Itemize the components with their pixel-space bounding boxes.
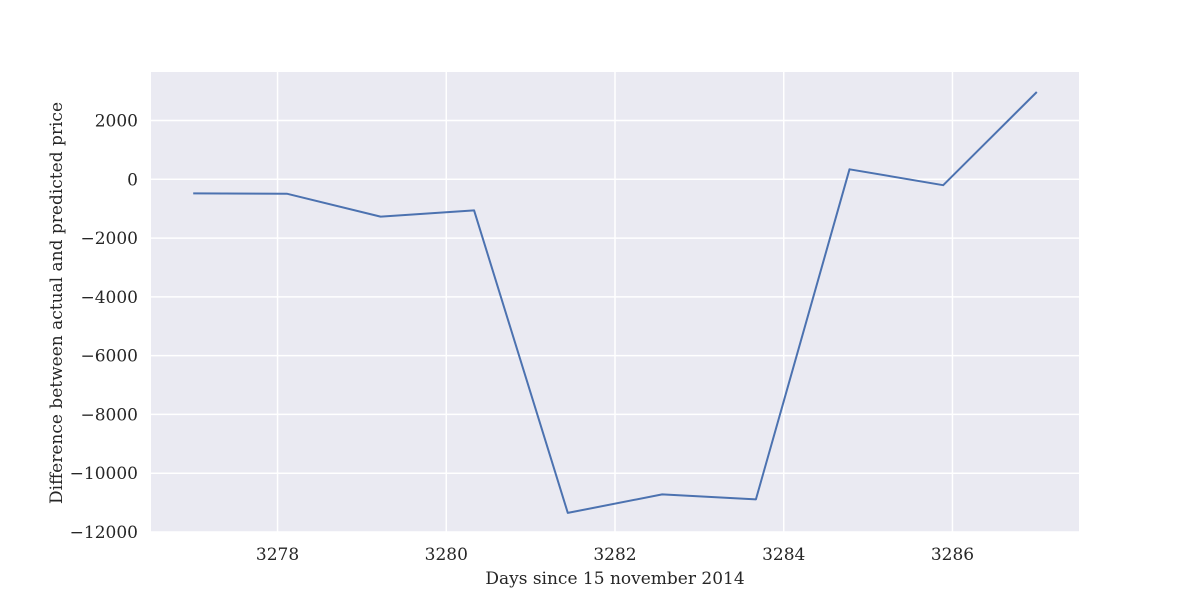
y-tick-label: 0 bbox=[127, 170, 138, 190]
x-tick-label: 3282 bbox=[593, 545, 636, 565]
y-tick-label: −4000 bbox=[80, 288, 138, 308]
y-axis-label: Difference between actual and predicted … bbox=[47, 102, 67, 504]
x-tick-label: 3280 bbox=[425, 545, 468, 565]
series-line bbox=[193, 91, 1038, 514]
tick-labels: 3278 3280 3282 3284 3286 −12000 −10000 −8000 −60… bbox=[70, 111, 974, 565]
y-tick-label: 2000 bbox=[95, 111, 138, 131]
x-tick-label: 3278 bbox=[256, 545, 299, 565]
y-tick-label: −8000 bbox=[80, 405, 138, 425]
series-layer bbox=[193, 91, 1038, 514]
y-tick-label: −10000 bbox=[70, 464, 138, 484]
x-tick-label: 3286 bbox=[931, 545, 974, 565]
x-axis-label: Days since 15 november 2014 bbox=[485, 569, 744, 589]
y-tick-label: −12000 bbox=[70, 523, 138, 543]
y-tick-label: −2000 bbox=[80, 229, 138, 249]
y-tick-label: −6000 bbox=[80, 347, 138, 367]
grid-lines bbox=[151, 72, 1079, 533]
x-tick-label: 3284 bbox=[762, 545, 805, 565]
